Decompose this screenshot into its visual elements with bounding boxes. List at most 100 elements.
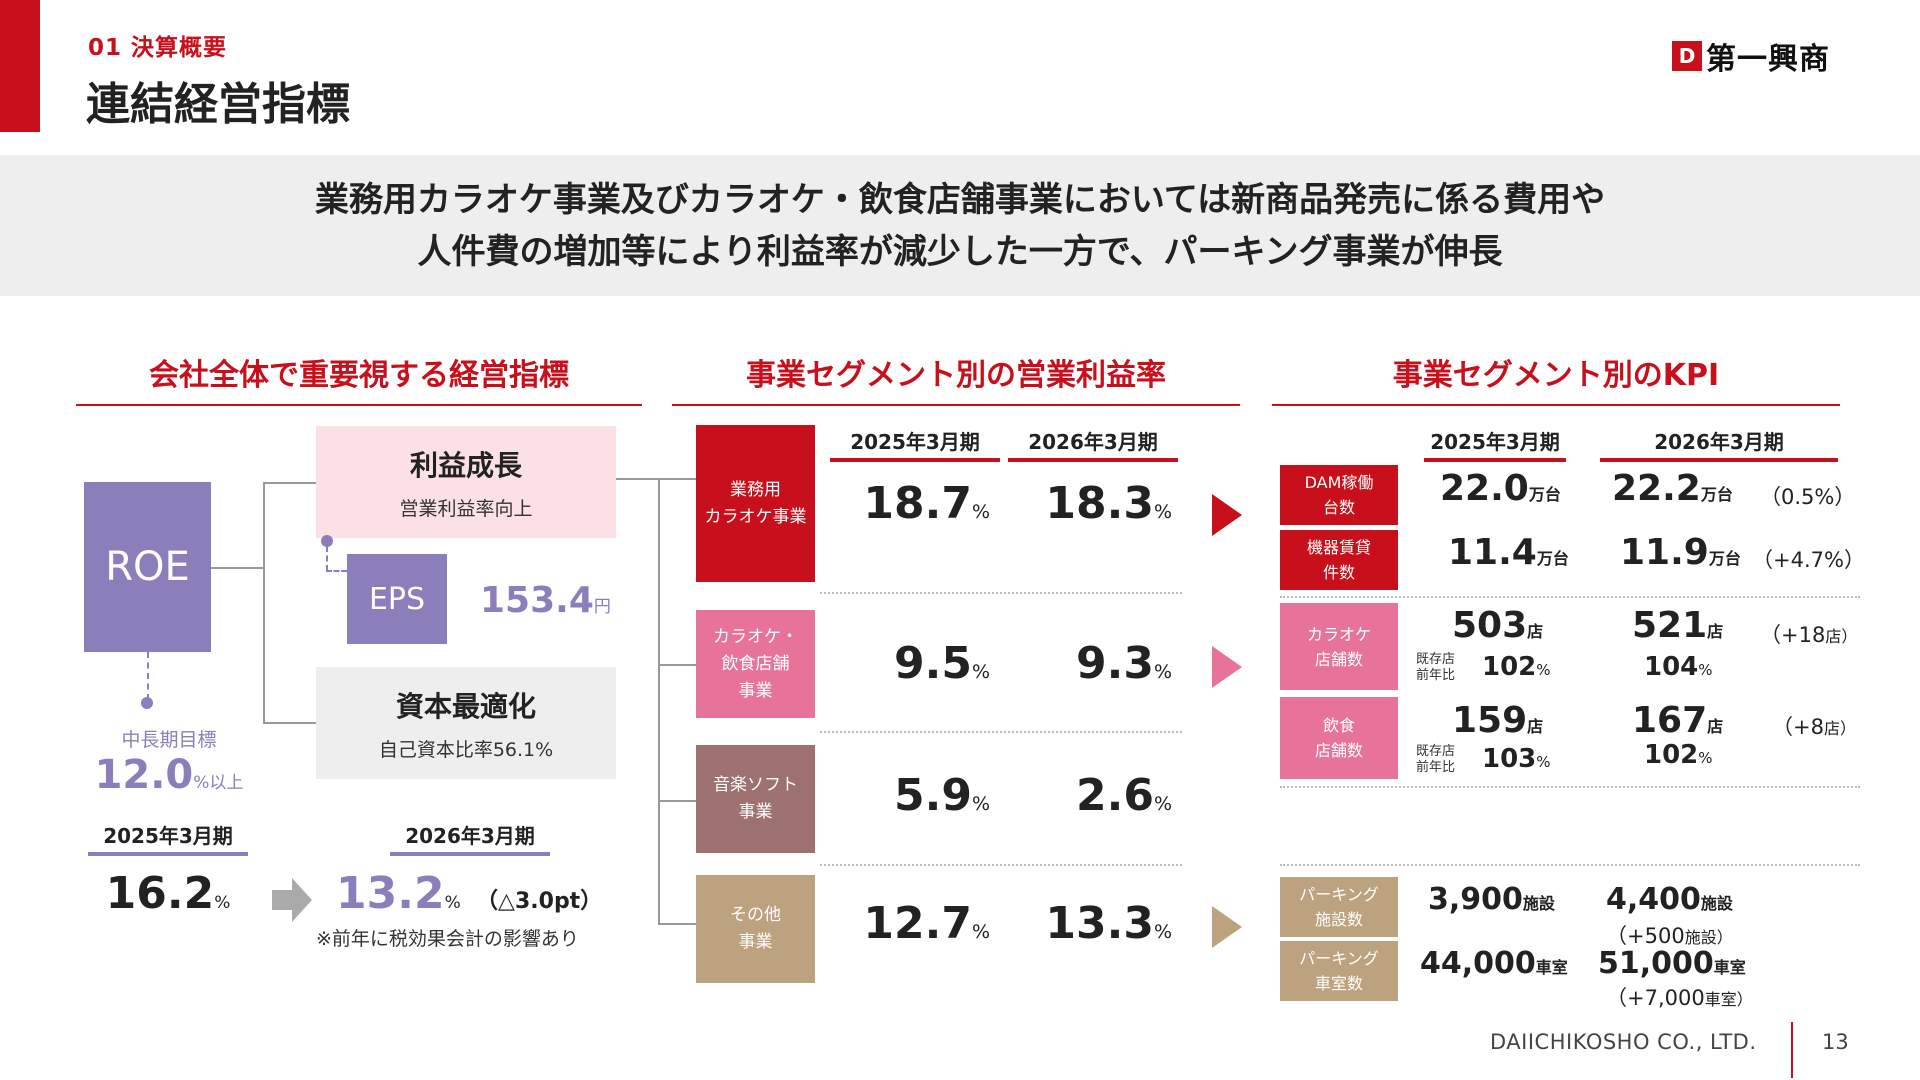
kpi-divider-2 [1280,786,1860,788]
kpi-5-change: （+500施設） [1606,924,1733,948]
segment-tree-branch-3 [658,800,696,802]
kpi-1-2025-value: 22.0万台 [1440,468,1561,509]
eps-dashed-connector [326,546,328,571]
capital-title: 資本最適化 [395,689,536,723]
kpi-box-dam-units: DAM稼働 台数 [1280,465,1398,525]
profit-growth-title: 利益成長 [409,448,522,482]
mid-period-2025: 2025年3月期 [850,430,980,454]
segment-1-2026-value: 18.3% [1045,478,1172,529]
segment-2-2026-value: 9.3% [1075,638,1172,689]
kpi-4-2026-value: 167店 [1632,700,1724,741]
kpi-period-2026: 2026年3月期 [1654,430,1784,454]
segment-divider-1 [820,592,1182,594]
kpi-3-yoy-2025: 102% [1482,652,1551,682]
segment-4-2025-value: 12.7% [863,898,990,949]
kpi-5-2026-value: 4,400施設 [1606,882,1733,917]
kpi-box-parking-spaces: パーキング 車室数 [1280,941,1398,1001]
kpi-3-yoy-2026: 104% [1644,652,1713,682]
right-section-rule [1272,404,1840,406]
summary-line-1: 業務用カラオケ事業及びカラオケ・飲食店舗事業においては新商品発売に係る費用や [314,179,1606,220]
arrow-tan-icon [1212,906,1242,948]
kpi-3-yoy-label: 既存店 前年比 [1416,652,1456,683]
capital-sub: 自己資本比率56.1% [378,738,554,761]
middle-section-rule [672,404,1240,406]
kpi-3-2025-value: 503店 [1452,605,1544,646]
kpi-box-karaoke-stores: カラオケ 店舗数 [1280,603,1398,690]
roe-box: ROE [84,482,211,652]
segment-1-2025-value: 18.7% [863,478,990,529]
target-label: 中長期目標 [121,729,217,751]
segment-box-other: その他 事業 [696,875,815,983]
kpi-4-2025-value: 159店 [1452,700,1544,741]
arrow-right-icon [272,878,312,922]
roe-period-2026: 2026年3月期 [405,824,535,848]
kpi-period-2025-rule [1424,458,1566,462]
roe-period-2025: 2025年3月期 [103,824,233,848]
header-accent-bar [0,0,40,132]
right-section-heading: 事業セグメント別のKPI [1392,358,1720,393]
logo-text: 第一興商 [1706,42,1830,77]
capital-connector [263,722,316,724]
mid-period-2025-rule [830,458,1000,462]
kpi-2-2025-value: 11.4万台 [1448,532,1569,573]
roe-period-2025-rule [88,852,248,856]
footer-company: DAIICHIKOSHO CO., LTD. [1490,1030,1757,1054]
segment-3-2025-value: 5.9% [893,770,990,821]
kpi-4-yoy-2026: 102% [1644,740,1713,770]
kpi-box-restaurant-stores: 飲食 店舗数 [1280,697,1398,779]
roe-connector [211,567,264,569]
kpi-divider-1 [1280,596,1860,598]
target-value: 12.0%以上 [94,752,244,798]
segment-3-2026-value: 2.6% [1075,770,1172,821]
roe-note: ※前年に税効果会計の影響あり [316,928,579,950]
summary-line-2: 人件費の増加等により利益率が減少した一方で、パーキング事業が伸長 [417,231,1503,272]
eps-box: EPS [347,554,447,644]
segment-tree-branch-2 [658,664,696,666]
eps-value: 153.4円 [480,580,611,621]
segment-divider-2 [820,731,1182,733]
kpi-1-2026-value: 22.2万台 [1612,468,1733,509]
mid-period-2026-rule [1008,458,1178,462]
kpi-2-change: （+4.7%） [1752,548,1865,572]
kpi-6-2025-value: 44,000車室 [1420,946,1568,981]
roe-change: （△3.0pt） [476,889,603,914]
kpi-6-2026-value: 51,000車室 [1598,946,1746,981]
kpi-period-2025: 2025年3月期 [1430,430,1560,454]
roe-target-dashed [147,652,149,700]
middle-section-heading: 事業セグメント別の営業利益率 [746,358,1166,393]
kpi-box-equipment-rental: 機器賃貸 件数 [1280,530,1398,590]
kpi-period-2026-rule [1600,458,1838,462]
page-title: 連結経営指標 [86,79,350,130]
kpi-4-yoy-label: 既存店 前年比 [1416,744,1456,775]
arrow-red-icon [1212,494,1242,536]
profit-connector [263,482,316,484]
segment-divider-3 [820,864,1182,866]
roe-branch-line [263,482,265,724]
kpi-divider-3 [1280,864,1860,866]
section-label: 01 決算概要 [88,35,228,61]
segment-4-2026-value: 13.3% [1045,898,1172,949]
roe-target-dot [141,697,153,709]
company-logo: D 第一興商 [1672,34,1830,78]
eps-dashed-connector-h [326,570,347,572]
footer-divider [1791,1022,1793,1078]
profit-growth-sub: 営業利益率向上 [399,497,533,520]
left-section-heading: 会社全体で重要視する経営指標 [149,358,569,393]
kpi-6-change: （+7,000車室） [1606,986,1753,1010]
segment-box-karaoke-restaurant: カラオケ・ 飲食店舗 事業 [696,610,815,718]
kpi-3-2026-value: 521店 [1632,605,1724,646]
left-section-rule [76,404,642,406]
segment-box-music-software: 音楽ソフト 事業 [696,745,815,853]
roe-2026-value: 13.2% （△3.0pt） [336,868,603,919]
kpi-5-2025-value: 3,900施設 [1428,882,1555,917]
kpi-1-change: （0.5%） [1760,485,1856,509]
roe-2025-value: 16.2% [105,868,231,919]
profit-growth-box: 利益成長 営業利益率向上 [316,426,616,538]
page-number: 13 [1822,1030,1849,1054]
kpi-4-change: （+8店） [1772,715,1856,739]
kpi-box-parking-facilities: パーキング 施設数 [1280,877,1398,937]
segment-box-business-karaoke: 業務用 カラオケ事業 [696,425,815,582]
segment-tree-branch-4 [658,923,696,925]
logo-mark-icon: D [1672,41,1702,71]
capital-optimization-box: 資本最適化 自己資本比率56.1% [316,667,616,779]
